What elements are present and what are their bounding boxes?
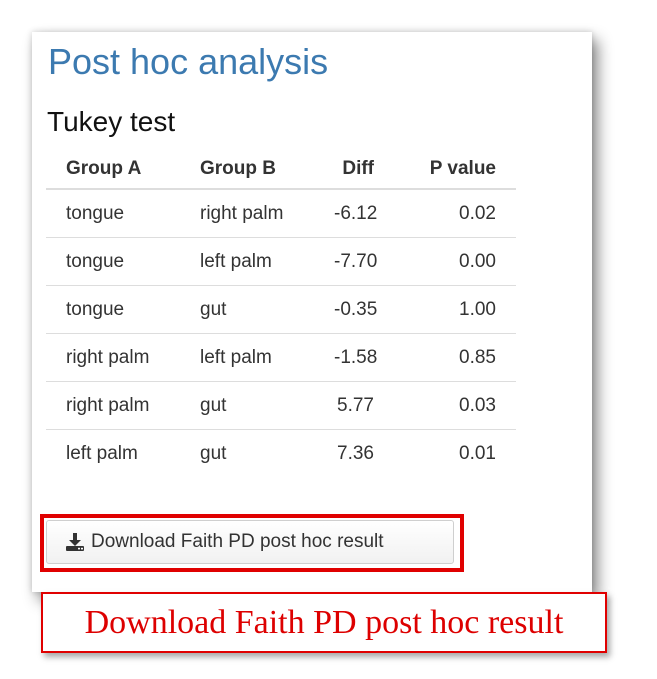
caption-text: Download Faith PD post hoc result: [84, 603, 564, 641]
cell-diff: -0.35: [314, 285, 394, 334]
cell-group-b: gut: [200, 442, 227, 464]
table-row: right palm left palm -1.58 0.85: [46, 333, 516, 382]
post-hoc-panel: Post hoc analysis Tukey test Group A Gro…: [32, 32, 592, 592]
tukey-table: Group A Group B Diff P value tongue righ…: [46, 150, 516, 477]
section-subtitle: Tukey test: [47, 106, 176, 137]
table-row: left palm gut 7.36 0.01: [46, 430, 516, 478]
cell-group-a: tongue: [46, 285, 180, 334]
cell-p-value: 1.00: [394, 285, 516, 334]
cell-diff: 5.77: [314, 381, 394, 430]
column-header-group-b: Group B: [180, 150, 314, 190]
cell-diff: -6.12: [314, 189, 394, 238]
table-row: tongue right palm -6.12 0.02: [46, 189, 516, 238]
cell-p-value: 0.03: [394, 381, 516, 430]
download-highlight-box: [40, 514, 464, 572]
column-header-group-a: Group A: [46, 150, 180, 190]
cell-group-b: gut: [180, 285, 314, 334]
cell-group-b: left palm: [180, 333, 314, 382]
table-header-row: Group A Group B Diff P value: [46, 150, 516, 190]
cell-group-b: gut: [180, 381, 314, 430]
cell-group-a: right palm: [46, 381, 180, 430]
download-icon: [65, 533, 85, 551]
table-row: tongue gut -0.35 1.00: [46, 285, 516, 334]
page-title: Post hoc analysis: [48, 41, 329, 82]
download-button-label: Download Faith PD post hoc result: [91, 531, 384, 552]
cell-group-a: tongue: [46, 237, 180, 286]
cell-group-b: left palm: [180, 237, 314, 286]
caption-box: Download Faith PD post hoc result: [41, 592, 607, 653]
cell-diff: -7.70: [314, 237, 394, 286]
table-row: right palm gut 5.77 0.03: [46, 381, 516, 430]
cell-group-a: left palm: [66, 442, 138, 464]
cell-p-value: 0.01: [459, 442, 496, 464]
table-row: tongue left palm -7.70 0.00: [46, 237, 516, 286]
cell-diff: 7.36: [337, 442, 374, 464]
download-faith-pd-button[interactable]: Download Faith PD post hoc result: [46, 520, 454, 564]
cell-p-value: 0.85: [394, 333, 516, 382]
cell-p-value: 0.02: [394, 189, 516, 238]
cell-group-a: right palm: [46, 333, 180, 382]
cell-group-a: tongue: [46, 189, 180, 238]
column-header-p-value: P value: [394, 150, 516, 190]
column-header-diff: Diff: [314, 150, 394, 190]
cell-group-b: right palm: [180, 189, 314, 238]
cell-p-value: 0.00: [394, 237, 516, 286]
cell-diff: -1.58: [314, 333, 394, 382]
